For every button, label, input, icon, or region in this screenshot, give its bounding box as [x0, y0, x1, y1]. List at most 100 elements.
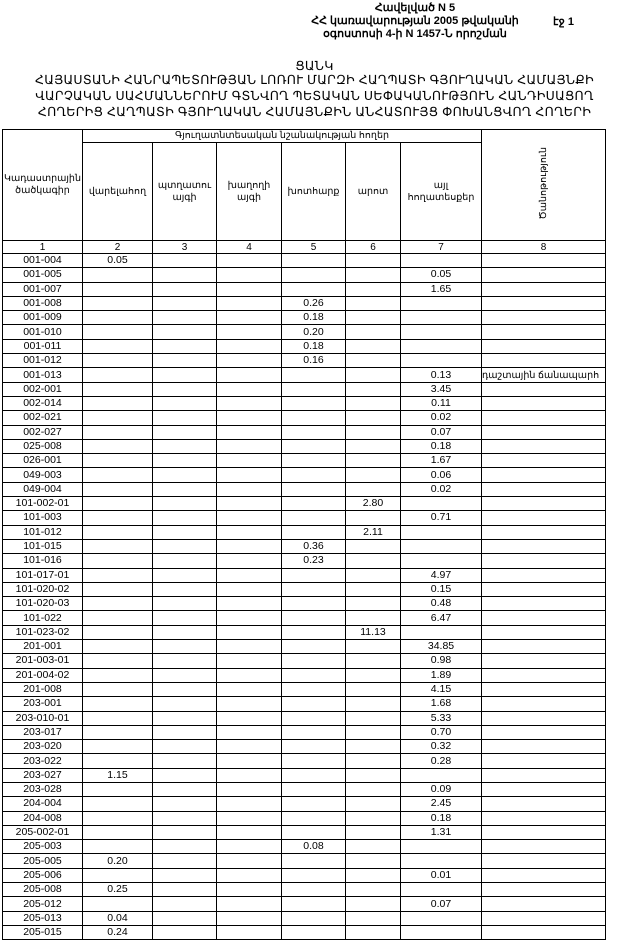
area-cell: [345, 710, 401, 726]
area-cell: 2.80: [345, 496, 401, 512]
area-cell: 0.02: [400, 410, 482, 426]
area-cell: [152, 524, 217, 540]
document-title-line3: ՀՈՂԵՐԻՑ ՀԱՂՊԱՏԻ ԳՅՈՒՂԱԿԱՆ ՀԱՄԱՅՆՔԻՆ ԱՆՀԱ…: [37, 105, 592, 119]
note-cell: [481, 839, 606, 855]
col-header-pasture: արոտ: [345, 142, 401, 241]
cadastral-code-cell: 204-008: [2, 810, 83, 826]
note-cell: [481, 324, 606, 340]
table-row: 205-003 0.08: [2, 839, 606, 855]
area-cell: [152, 896, 217, 912]
note-cell: [481, 510, 606, 526]
note-cell: [481, 910, 606, 926]
area-cell: [281, 910, 346, 926]
cadastral-code-cell: 026-001: [2, 453, 83, 469]
cadastral-code-cell: 002-021: [2, 410, 83, 426]
area-cell: [152, 310, 217, 326]
column-number: 8: [481, 240, 606, 254]
table-row: 201-004-02 1.89: [2, 667, 606, 683]
area-cell: [82, 438, 153, 455]
area-cell: 0.16: [281, 353, 346, 369]
area-cell: 0.07: [400, 424, 482, 440]
area-cell: [281, 810, 346, 826]
table-row: 101-016 0.23: [2, 553, 606, 569]
area-cell: [400, 324, 482, 340]
area-cell: [82, 824, 153, 841]
table-row: 101-015 0.36: [2, 538, 606, 555]
area-cell: [152, 295, 217, 312]
area-cell: [152, 696, 217, 712]
area-cell: [82, 724, 153, 741]
area-cell: 0.23: [281, 553, 346, 569]
area-cell: [82, 681, 153, 698]
area-cell: [216, 338, 282, 355]
area-cell: [281, 867, 346, 884]
area-cell: [400, 252, 482, 269]
area-cell: [281, 796, 346, 812]
area-cell: [216, 624, 282, 641]
area-cell: [216, 424, 282, 440]
area-cell: [345, 639, 401, 655]
area-cell: 3.45: [400, 381, 482, 397]
col-header-orchard: պտղատու այգի: [152, 142, 217, 241]
note-cell: [481, 853, 606, 869]
note-cell: [481, 467, 606, 483]
area-cell: [345, 924, 401, 941]
area-cell: [152, 810, 217, 826]
area-cell: [82, 867, 153, 884]
area-cell: [345, 767, 401, 783]
area-cell: [216, 867, 282, 884]
area-cell: 0.26: [281, 295, 346, 312]
area-cell: [82, 610, 153, 626]
col-header-other: այլ հողատեսքեր: [400, 142, 482, 241]
area-cell: [216, 610, 282, 626]
decree-line: ՀՀ կառավարության 2005 թվականի: [311, 15, 519, 27]
area-cell: [345, 295, 401, 312]
note-cell: [481, 395, 606, 412]
area-cell: [216, 767, 282, 783]
cadastral-code-cell: 201-001: [2, 639, 83, 655]
area-cell: [152, 381, 217, 397]
area-cell: [152, 882, 217, 898]
area-cell: [216, 538, 282, 555]
area-cell: [216, 824, 282, 841]
area-cell: [345, 882, 401, 898]
area-cell: 0.05: [82, 252, 153, 269]
area-cell: [345, 910, 401, 926]
cadastral-code-cell: 205-006: [2, 867, 83, 884]
table-row: 205-006 0.01: [2, 867, 606, 884]
area-cell: [152, 724, 217, 741]
table-row: 101-002-01 2.80: [2, 496, 606, 512]
area-cell: [281, 567, 346, 583]
document-title-line1: ՀԱՅԱՍՏԱՆԻ ՀԱՆՐԱՊԵՏՈՒԹՅԱՆ ԼՈՌՈՒ ՄԱՐԶԻ ՀԱՂ…: [35, 73, 594, 87]
cadastral-code-cell: 101-022: [2, 610, 83, 626]
area-cell: [281, 610, 346, 626]
note-cell: [481, 496, 606, 512]
area-cell: [345, 553, 401, 569]
area-cell: [400, 624, 482, 641]
area-cell: 0.02: [400, 481, 482, 498]
area-cell: [152, 496, 217, 512]
area-cell: [82, 467, 153, 483]
area-cell: [345, 310, 401, 326]
area-cell: [345, 410, 401, 426]
area-cell: [152, 596, 217, 612]
area-cell: [216, 910, 282, 926]
table-row: 002-001 3.45: [2, 381, 606, 397]
area-cell: [281, 596, 346, 612]
table-row: 204-008 0.18: [2, 810, 606, 826]
area-cell: [82, 567, 153, 583]
area-cell: [216, 710, 282, 726]
area-cell: [152, 681, 217, 698]
area-cell: [400, 295, 482, 312]
note-cell: [481, 581, 606, 598]
table-row: 203-022 0.28: [2, 753, 606, 769]
area-cell: [281, 882, 346, 898]
table-row: 001-011 0.18: [2, 338, 606, 355]
area-cell: [82, 453, 153, 469]
note-cell: [481, 810, 606, 826]
area-cell: [216, 639, 282, 655]
cadastral-code-cell: 001-011: [2, 338, 83, 355]
area-cell: 1.15: [82, 767, 153, 783]
area-cell: [152, 824, 217, 841]
area-cell: [82, 839, 153, 855]
